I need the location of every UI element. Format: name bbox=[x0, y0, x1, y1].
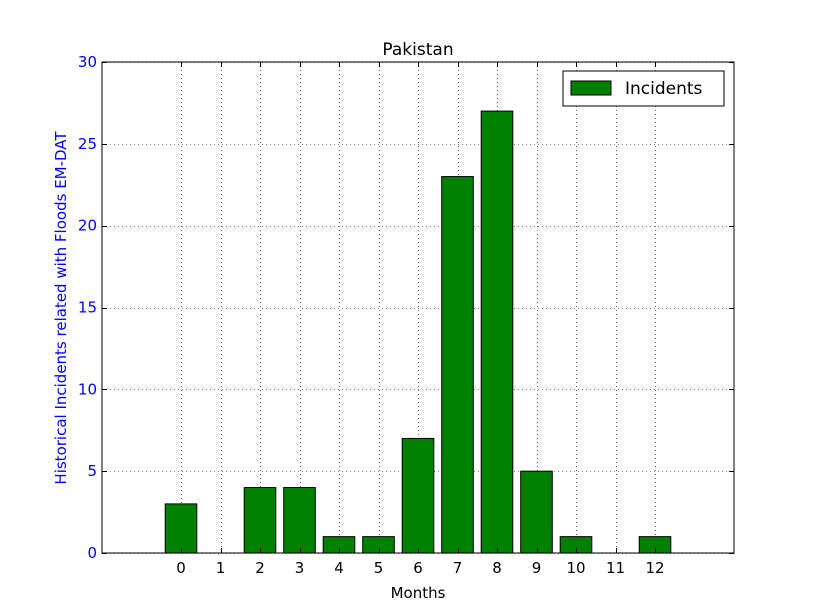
x-tick-label: 11 bbox=[606, 559, 625, 577]
legend-label: Incidents bbox=[625, 79, 703, 99]
y-tick-label: 30 bbox=[78, 53, 97, 71]
bar-3 bbox=[283, 487, 316, 554]
bar-9 bbox=[520, 470, 553, 554]
legend: Incidents bbox=[562, 70, 725, 107]
bar-7 bbox=[441, 176, 474, 554]
x-tick-label: 3 bbox=[295, 559, 305, 577]
chart-title: Pakistan bbox=[382, 40, 453, 60]
x-tick-label: 8 bbox=[492, 559, 502, 577]
x-tick-label: 4 bbox=[334, 559, 344, 577]
bars bbox=[164, 110, 672, 554]
bar-5 bbox=[362, 536, 395, 554]
y-tick-label: 10 bbox=[78, 380, 97, 398]
bar-0 bbox=[164, 503, 198, 554]
bar-2 bbox=[243, 487, 277, 554]
x-tick-label: 2 bbox=[255, 559, 265, 577]
y-tick-label: 25 bbox=[78, 135, 97, 153]
legend-swatch bbox=[570, 80, 612, 96]
x-tick-label: 9 bbox=[532, 559, 542, 577]
y-tick-label: 5 bbox=[87, 462, 97, 480]
x-tick-label: 7 bbox=[453, 559, 463, 577]
x-tick-label: 6 bbox=[413, 559, 423, 577]
bar-6 bbox=[401, 437, 435, 554]
x-tick-label: 1 bbox=[216, 559, 226, 577]
x-tick-label: 5 bbox=[374, 559, 384, 577]
bar-8 bbox=[480, 110, 514, 554]
x-axis-label: Months bbox=[391, 584, 446, 602]
x-tick-label: 0 bbox=[176, 559, 186, 577]
y-tick-label: 20 bbox=[78, 217, 97, 235]
x-tick-label: 10 bbox=[566, 559, 585, 577]
y-tick-label: 0 bbox=[87, 544, 97, 562]
y-axis-label: Historical Incidents related with Floods… bbox=[52, 131, 70, 485]
y-tick-label: 15 bbox=[78, 299, 97, 317]
x-tick-label: 12 bbox=[645, 559, 664, 577]
